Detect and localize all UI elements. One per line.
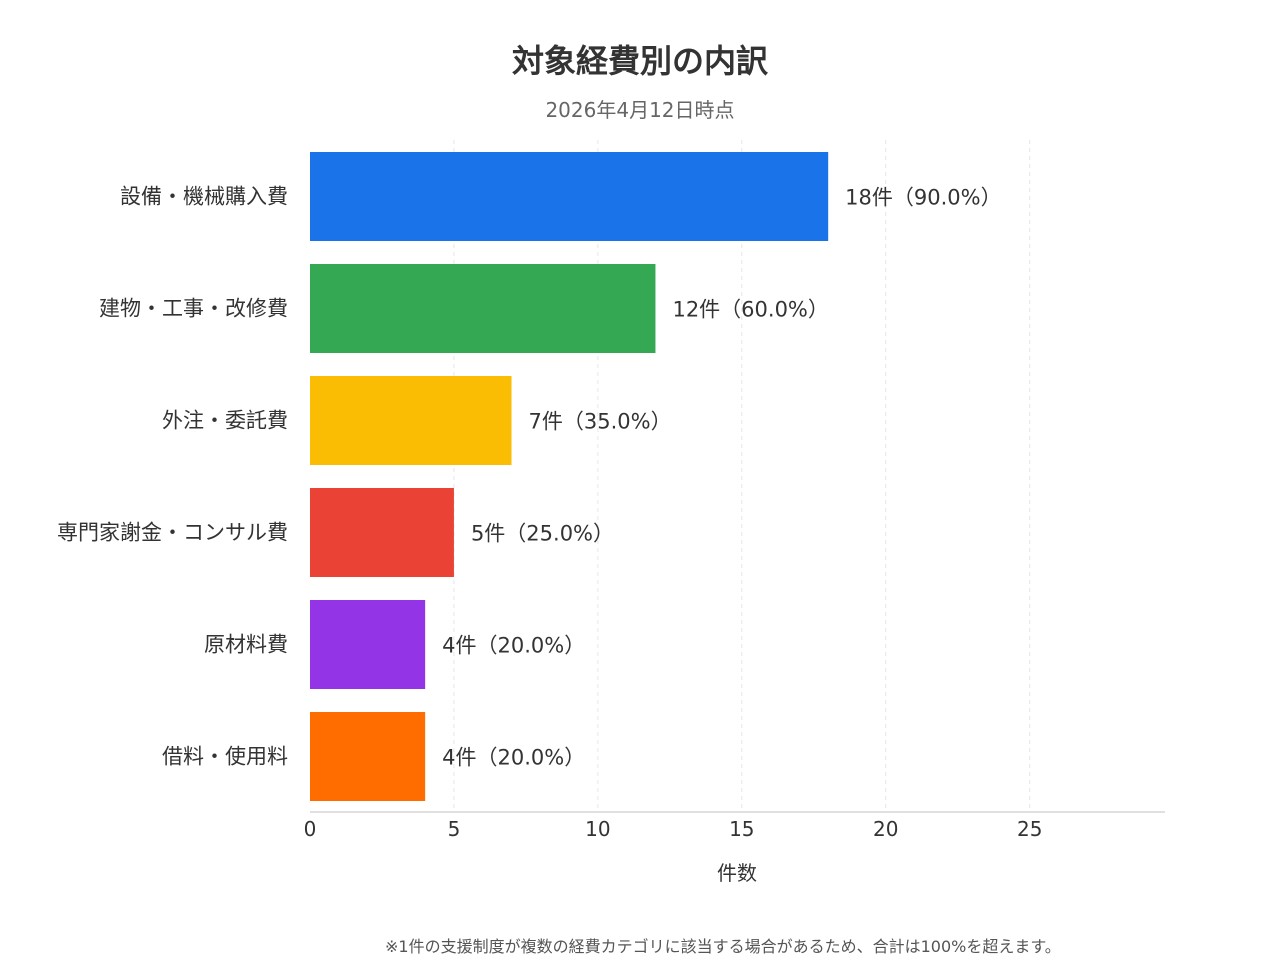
category-label: 設備・機械購入費: [120, 185, 288, 209]
x-tick-label: 20: [873, 817, 898, 841]
x-axis-label: 件数: [717, 861, 757, 885]
data-label: 5件（25.0%）: [471, 522, 614, 546]
category-label: 専門家謝金・コンサル費: [57, 521, 288, 545]
category-label: 原材料費: [204, 633, 288, 657]
chart-subtitle: 2026年4月12日時点: [545, 98, 735, 122]
footnote: ※1件の支援制度が複数の経費カテゴリに該当する場合があるため、合計は100%を超…: [385, 937, 1061, 956]
x-tick-label: 15: [729, 817, 754, 841]
bar: [310, 152, 829, 241]
bar: [310, 264, 656, 353]
data-label: 12件（60.0%）: [672, 298, 828, 322]
x-tick-label: 5: [448, 817, 461, 841]
data-label: 4件（20.0%）: [442, 746, 585, 770]
data-label: 7件（35.0%）: [529, 410, 672, 434]
bar: [310, 712, 426, 801]
data-label: 18件（90.0%）: [845, 186, 1001, 210]
x-tick-label: 25: [1017, 817, 1042, 841]
chart-title: 対象経費別の内訳: [511, 42, 768, 80]
bar: [310, 600, 426, 689]
data-label: 4件（20.0%）: [442, 634, 585, 658]
x-tick-label: 0: [304, 817, 317, 841]
x-tick-label: 10: [585, 817, 610, 841]
bar: [310, 376, 512, 465]
category-label: 外注・委託費: [162, 409, 288, 433]
bar: [310, 488, 454, 577]
category-label: 建物・工事・改修費: [99, 297, 288, 321]
category-label: 借料・使用料: [162, 745, 288, 769]
